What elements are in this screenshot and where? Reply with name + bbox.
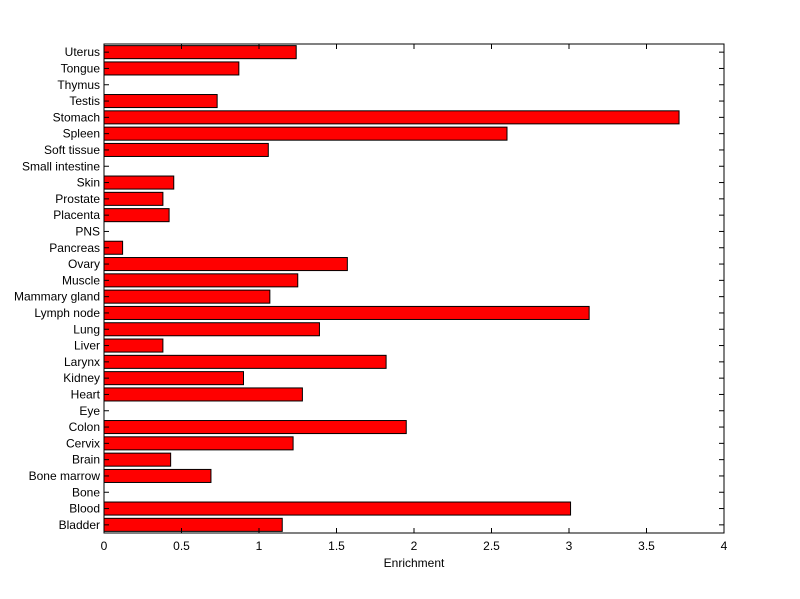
y-tick-label-blood: Blood — [69, 502, 100, 516]
y-tick-label-heart: Heart — [71, 387, 101, 401]
y-tick-label-muscle: Muscle — [62, 273, 100, 287]
y-tick-label-small-intestine: Small intestine — [22, 159, 100, 173]
y-tick-label-mammary-gland: Mammary gland — [14, 290, 100, 304]
bar-bladder — [103, 517, 283, 532]
bar-blood — [103, 501, 572, 516]
y-tick-label-skin: Skin — [77, 176, 100, 190]
y-tick-label-kidney: Kidney — [63, 371, 100, 385]
bar-bone-marrow — [103, 468, 212, 483]
bar-mammary-gland — [103, 289, 271, 304]
y-tick-label-bladder: Bladder — [59, 518, 100, 532]
x-tick-label-4: 4 — [721, 539, 728, 553]
y-tick-label-bone-marrow: Bone marrow — [29, 469, 101, 483]
x-tick-label-1-5: 1.5 — [328, 539, 345, 553]
bar-prostate — [103, 191, 164, 206]
y-tick-label-prostate: Prostate — [55, 192, 100, 206]
bar-soft-tissue — [103, 142, 269, 157]
bars-group — [103, 45, 680, 532]
bar-tongue — [103, 61, 240, 76]
y-tick-label-brain: Brain — [72, 453, 100, 467]
y-tick-label-bone: Bone — [72, 485, 100, 499]
bar-kidney — [103, 371, 244, 386]
bar-larynx — [103, 354, 387, 369]
y-tick-label-colon: Colon — [69, 420, 100, 434]
bar-ovary — [103, 257, 348, 272]
y-tick-label-liver: Liver — [74, 339, 100, 353]
bar-placenta — [103, 208, 170, 223]
x-tick-label-1: 1 — [256, 539, 263, 553]
bar-colon — [103, 420, 407, 435]
bar-liver — [103, 338, 164, 353]
x-tick-label-0-5: 0.5 — [173, 539, 190, 553]
bar-lung — [103, 322, 320, 337]
y-tick-label-thymus: Thymus — [57, 78, 100, 92]
y-tick-label-stomach: Stomach — [53, 110, 100, 124]
bar-spleen — [103, 126, 508, 141]
x-tick-label-0: 0 — [101, 539, 108, 553]
y-tick-label-eye: Eye — [79, 404, 100, 418]
x-tick-label-2: 2 — [411, 539, 418, 553]
bar-brain — [103, 452, 172, 467]
y-axis-ticks: Bladder Blood Bone Bone marrow Brain Cervix Co… — [14, 45, 724, 532]
y-tick-label-larynx: Larynx — [64, 355, 100, 369]
y-tick-label-uterus: Uterus — [65, 45, 100, 59]
bar-stomach — [103, 110, 680, 125]
y-tick-label-ovary: Ovary — [68, 257, 100, 271]
x-tick-label-3-5: 3.5 — [638, 539, 655, 553]
bar-uterus — [103, 45, 297, 60]
bar-lymph-node — [103, 305, 590, 320]
bar-heart — [103, 387, 303, 402]
y-tick-label-pancreas: Pancreas — [49, 241, 100, 255]
y-tick-label-pns: PNS — [75, 224, 100, 238]
y-tick-label-soft-tissue: Soft tissue — [44, 143, 100, 157]
bar-muscle — [103, 273, 299, 288]
bar-testis — [103, 94, 218, 109]
y-tick-label-cervix: Cervix — [66, 436, 100, 450]
x-axis-label: Enrichment — [384, 556, 445, 570]
y-tick-label-tongue: Tongue — [61, 61, 101, 75]
y-tick-label-lung: Lung — [73, 322, 100, 336]
bar-skin — [103, 175, 175, 190]
x-tick-label-2-5: 2.5 — [483, 539, 500, 553]
y-tick-label-spleen: Spleen — [63, 127, 100, 141]
x-tick-label-3: 3 — [566, 539, 573, 553]
y-tick-label-placenta: Placenta — [53, 208, 100, 222]
y-tick-label-lymph-node: Lymph node — [34, 306, 100, 320]
y-tick-label-testis: Testis — [69, 94, 100, 108]
bar-cervix — [103, 436, 294, 451]
x-axis-ticks: 0 0.5 1 1.5 2 2.5 3 3.5 4 — [101, 44, 728, 553]
